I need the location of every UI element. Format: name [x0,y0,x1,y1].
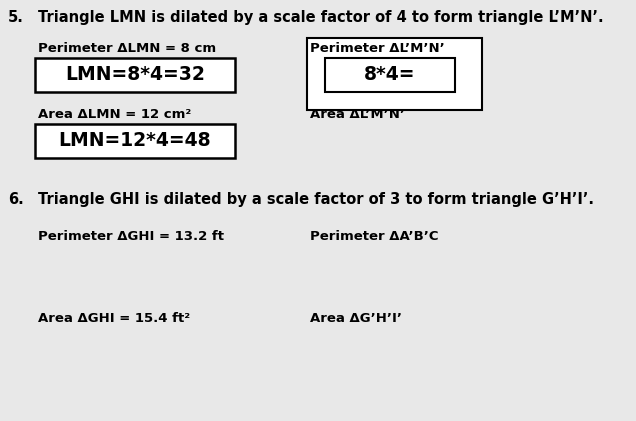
Text: LMN=8*4=32: LMN=8*4=32 [65,66,205,85]
Text: Area ΔL’M’N’: Area ΔL’M’N’ [310,108,405,121]
FancyBboxPatch shape [35,58,235,92]
Text: 8*4=: 8*4= [364,66,416,85]
Text: Triangle GHI is dilated by a scale factor of 3 to form triangle G’H’I’.: Triangle GHI is dilated by a scale facto… [38,192,594,207]
Text: Perimeter ΔL’M’N’: Perimeter ΔL’M’N’ [310,42,445,55]
FancyBboxPatch shape [307,38,482,110]
Text: Perimeter ΔLMN = 8 cm: Perimeter ΔLMN = 8 cm [38,42,216,55]
Text: Area ΔG’H’I’: Area ΔG’H’I’ [310,312,402,325]
Text: LMN=12*4=48: LMN=12*4=48 [59,131,211,150]
Text: Area ΔLMN = 12 cm²: Area ΔLMN = 12 cm² [38,108,191,121]
FancyBboxPatch shape [325,58,455,92]
Text: 5.: 5. [8,10,24,25]
Text: 6.: 6. [8,192,24,207]
Text: Perimeter ΔGHI = 13.2 ft: Perimeter ΔGHI = 13.2 ft [38,230,224,243]
Text: Perimeter ΔA’B’C: Perimeter ΔA’B’C [310,230,438,243]
Text: Triangle LMN is dilated by a scale factor of 4 to form triangle L’M’N’.: Triangle LMN is dilated by a scale facto… [38,10,604,25]
FancyBboxPatch shape [35,124,235,158]
Text: Area ΔGHI = 15.4 ft²: Area ΔGHI = 15.4 ft² [38,312,190,325]
